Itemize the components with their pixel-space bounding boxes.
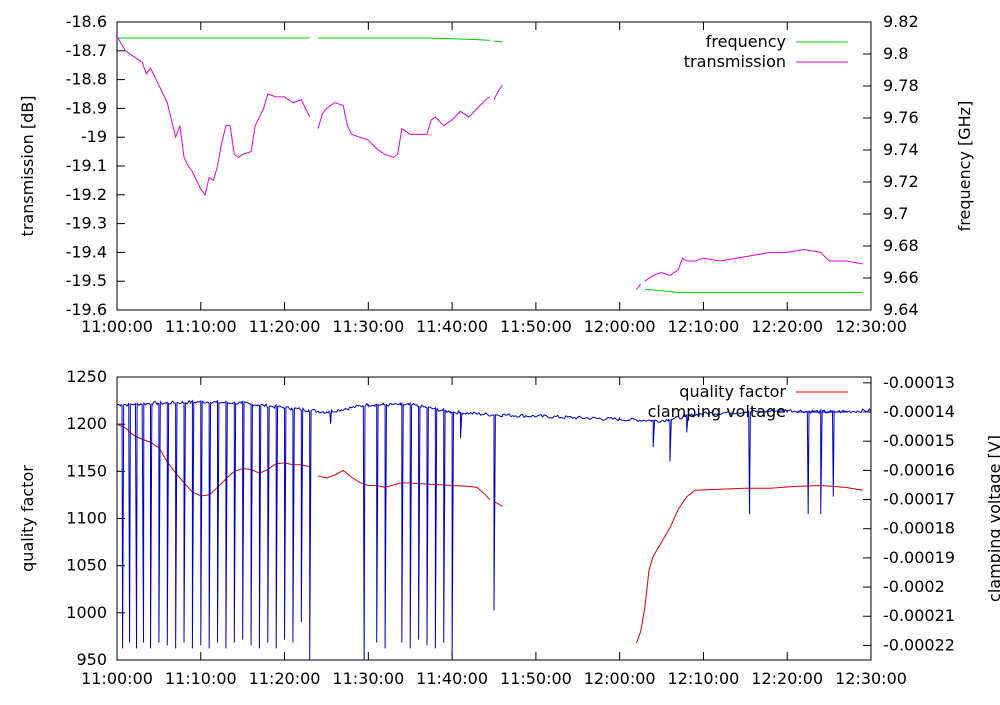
series-line-quality-factor	[635, 484, 863, 644]
x-tick-label: 11:10:00	[165, 317, 237, 336]
x-tick-label: 12:20:00	[751, 317, 823, 336]
plot-area	[117, 36, 863, 293]
y2-tick-label: -0.00022	[883, 635, 955, 654]
x-tick-label: 12:30:00	[835, 669, 907, 688]
y2-tick-label: -0.00013	[883, 373, 955, 392]
y-tick-label: 1150	[66, 461, 107, 480]
y-tick-label: -18.7	[66, 41, 107, 60]
y-tick-label: -19.2	[66, 185, 107, 204]
x-tick-label: 11:10:00	[165, 669, 237, 688]
x-tick-label: 11:00:00	[81, 669, 153, 688]
y-tick-label: 1100	[66, 509, 107, 528]
legend-label: clamping voltage	[648, 402, 786, 421]
y2-tick-label: 9.78	[883, 76, 919, 95]
x-tick-label: 12:10:00	[668, 669, 740, 688]
y2-tick-label: 9.7	[883, 204, 908, 223]
y-tick-label: -19.5	[66, 271, 107, 290]
series-line-transmission	[493, 85, 503, 100]
x-tick-label: 11:40:00	[416, 317, 488, 336]
x-tick-label: 11:20:00	[249, 317, 321, 336]
y2-tick-label: -0.00018	[883, 519, 955, 538]
y-tick-label: -19.1	[66, 156, 107, 175]
x-tick-label: 11:30:00	[332, 317, 404, 336]
y2-tick-label: 9.8	[883, 44, 908, 63]
series-line-frequency	[318, 37, 490, 41]
x-tick-label: 11:50:00	[500, 669, 572, 688]
series-line-frequency	[493, 40, 503, 43]
y2-tick-label: -0.0002	[883, 577, 945, 596]
series-line-quality-factor	[117, 423, 310, 497]
y2-tick-label: 9.64	[883, 300, 919, 319]
series-line-transmission	[117, 36, 311, 196]
y2-tick-label: 9.74	[883, 140, 919, 159]
y2-tick-label: 9.68	[883, 236, 919, 255]
y2-tick-label: -0.00019	[883, 548, 955, 567]
y-axis-label: transmission [dB]	[18, 96, 37, 237]
y2-tick-label: 9.72	[883, 172, 919, 191]
y-tick-label: 1000	[66, 603, 107, 622]
series-line-quality-factor	[317, 469, 491, 500]
x-tick-label: 11:40:00	[416, 669, 488, 688]
x-tick-label: 12:30:00	[835, 317, 907, 336]
x-tick-label: 12:10:00	[668, 317, 740, 336]
y-tick-label: -18.9	[66, 98, 107, 117]
y-tick-label: -18.8	[66, 70, 107, 89]
y2-tick-label: -0.00017	[883, 490, 955, 509]
x-tick-label: 11:00:00	[81, 317, 153, 336]
y-tick-label: -19.3	[66, 214, 107, 233]
y-tick-label: 1250	[66, 367, 107, 386]
y-tick-label: 950	[76, 650, 107, 669]
x-tick-label: 11:50:00	[500, 317, 572, 336]
y2-tick-label: -0.00015	[883, 431, 955, 450]
y2-tick-label: 9.66	[883, 268, 919, 287]
y-axis-label: quality factor	[18, 465, 37, 572]
y2-tick-label: 9.82	[883, 12, 919, 31]
x-tick-label: 12:20:00	[751, 669, 823, 688]
y-tick-label: 1050	[66, 556, 107, 575]
series-line-quality-factor	[493, 501, 503, 507]
y-tick-label: -19.6	[66, 300, 107, 319]
y-tick-label: -18.6	[66, 12, 107, 31]
y-tick-label: -19.4	[66, 242, 107, 261]
y2-axis-label: frequency [GHz]	[955, 101, 974, 232]
series-line-frequency	[644, 288, 863, 293]
x-tick-label: 12:00:00	[584, 317, 656, 336]
y2-tick-label: 9.76	[883, 108, 919, 127]
x-tick-label: 12:00:00	[584, 669, 656, 688]
y2-tick-label: -0.00016	[883, 460, 955, 479]
x-tick-label: 11:20:00	[249, 669, 321, 688]
chart-panel-quality: 11:00:00 11:10:00 11:20:00 11:30:00 11:40:00…	[18, 367, 1000, 688]
legend-label: transmission	[684, 52, 786, 71]
y2-tick-label: -0.00021	[883, 606, 955, 625]
x-tick-label: 11:30:00	[332, 669, 404, 688]
y2-axis-label: clamping voltage [V]	[985, 435, 1000, 602]
chart-panel-transmission: 11:00:00 11:10:00 11:20:00 11:30:00 11:40:00…	[18, 12, 974, 336]
y-tick-label: -19	[81, 127, 107, 146]
series-line-transmission	[644, 249, 863, 282]
series-line-transmission	[317, 96, 491, 158]
y2-tick-label: -0.00014	[883, 402, 955, 421]
legend-label: quality factor	[679, 382, 786, 401]
plot-area	[117, 399, 871, 660]
series-line-transmission	[636, 283, 642, 291]
legend-label: frequency	[706, 32, 786, 51]
y-tick-label: 1200	[66, 414, 107, 433]
series-line-clamping-voltage	[117, 399, 871, 660]
